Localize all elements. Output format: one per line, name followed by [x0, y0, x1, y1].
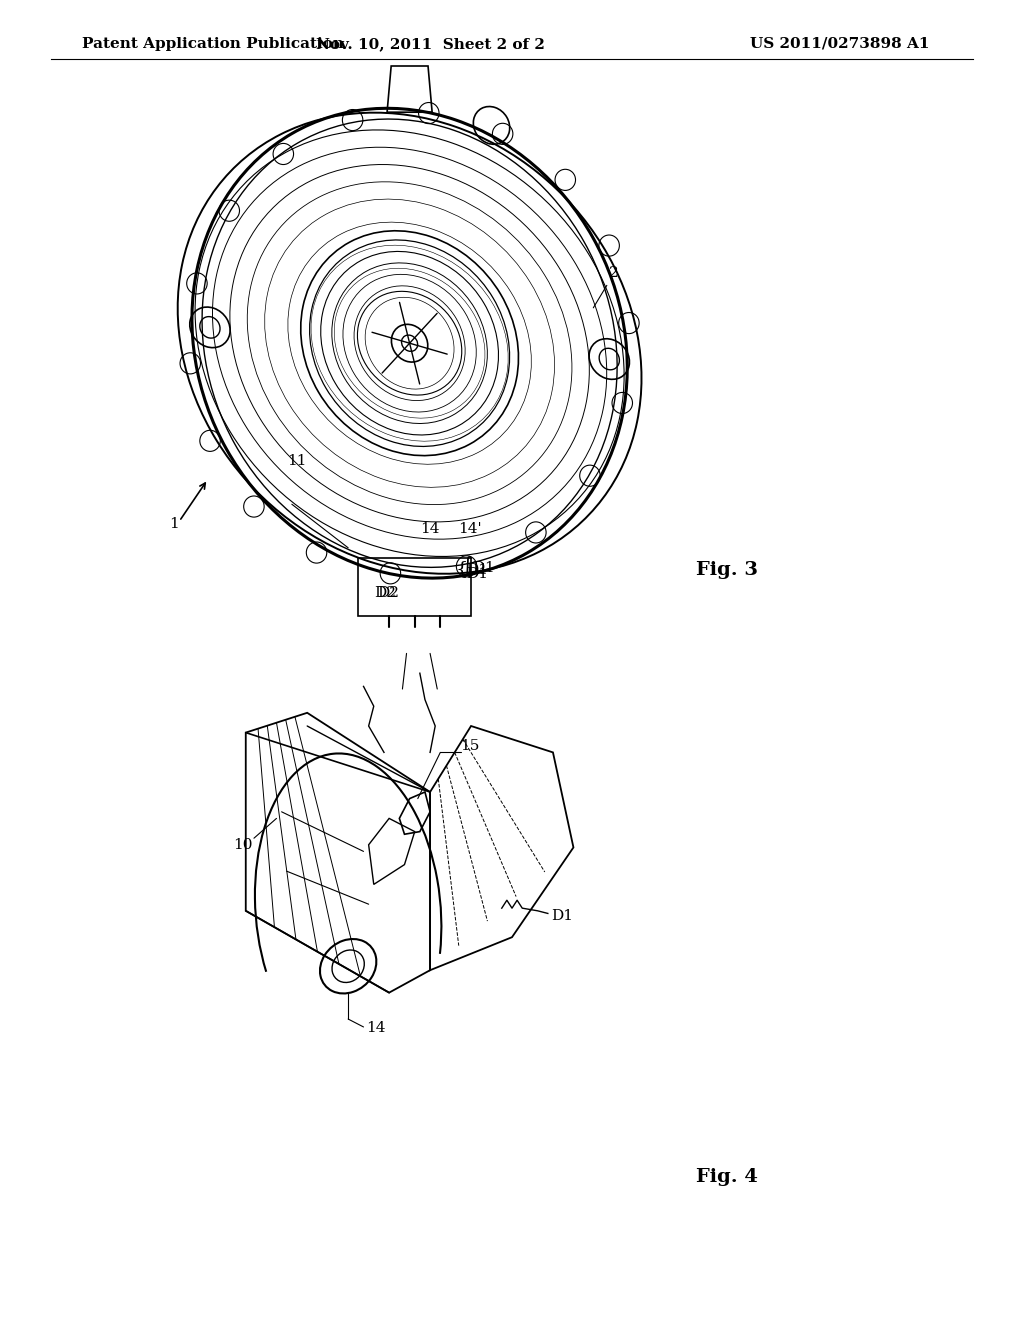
Text: {: { — [456, 560, 468, 578]
Text: 14: 14 — [420, 523, 439, 536]
Text: D1: D1 — [466, 564, 487, 577]
Text: $\int$D1: $\int$D1 — [461, 556, 494, 579]
Text: D1: D1 — [466, 568, 487, 581]
Text: Patent Application Publication: Patent Application Publication — [82, 37, 344, 51]
Text: D2: D2 — [374, 586, 395, 599]
Text: 14': 14' — [458, 523, 481, 536]
Text: 15: 15 — [460, 739, 479, 752]
Text: 2: 2 — [593, 267, 620, 308]
Text: D2: D2 — [377, 586, 398, 599]
Text: 14: 14 — [367, 1022, 386, 1035]
Text: Fig. 3: Fig. 3 — [696, 561, 759, 579]
Text: US 2011/0273898 A1: US 2011/0273898 A1 — [750, 37, 930, 51]
Text: D1: D1 — [551, 909, 572, 923]
Text: 10: 10 — [233, 838, 253, 851]
Text: 11: 11 — [287, 454, 306, 467]
Text: 1: 1 — [169, 517, 179, 531]
Text: Nov. 10, 2011  Sheet 2 of 2: Nov. 10, 2011 Sheet 2 of 2 — [315, 37, 545, 51]
Text: Fig. 4: Fig. 4 — [696, 1168, 758, 1187]
